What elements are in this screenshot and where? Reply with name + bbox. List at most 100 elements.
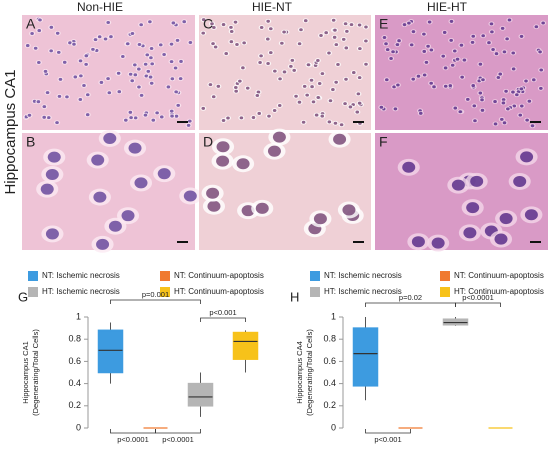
- cell-nucleus: [269, 27, 273, 31]
- cell-nucleus: [333, 121, 338, 125]
- legend-swatch: [28, 271, 38, 281]
- cell-nucleus: [85, 113, 90, 117]
- cell-nucleus: [38, 18, 42, 22]
- cell-nucleus: [364, 62, 368, 66]
- cell-nucleus: [539, 86, 543, 90]
- cell-nucleus: [379, 105, 384, 109]
- legend-swatch: [160, 271, 170, 281]
- cell-nucleus: [470, 40, 475, 44]
- cell-nucleus: [494, 233, 508, 245]
- p-value: p=0.02: [399, 293, 422, 302]
- cell-nucleus: [481, 34, 485, 38]
- cell-nucleus: [395, 43, 400, 47]
- cell-nucleus: [179, 59, 183, 63]
- cell-nucleus: [297, 42, 302, 46]
- cell-nucleus: [259, 54, 263, 58]
- cell-nucleus: [427, 20, 432, 24]
- cell-nucleus: [336, 62, 340, 66]
- cell-nucleus: [174, 114, 179, 118]
- p-value: p=0.001: [142, 290, 169, 299]
- cell-nucleus: [357, 101, 362, 105]
- cell-nucleus: [473, 119, 477, 123]
- cell-nucleus: [299, 28, 303, 32]
- legend-swatch: [440, 271, 450, 281]
- row-label: Hippocampus CA1: [2, 69, 19, 194]
- cell-nucleus: [174, 90, 178, 94]
- y-tick-label: 0: [76, 422, 81, 432]
- image-background: [22, 15, 195, 130]
- cell-nucleus: [303, 19, 308, 23]
- cell-nucleus: [155, 111, 159, 115]
- cell-nucleus: [331, 88, 335, 92]
- cell-nucleus: [133, 63, 137, 67]
- cell-nucleus: [151, 118, 156, 122]
- cell-nucleus: [463, 227, 477, 239]
- box: [187, 382, 214, 407]
- cell-nucleus: [221, 118, 226, 123]
- cell-nucleus: [96, 238, 110, 250]
- cell-nucleus: [73, 75, 78, 79]
- cell-nucleus: [85, 93, 90, 97]
- cell-nucleus: [409, 43, 414, 47]
- cell-nucleus: [343, 22, 348, 26]
- cell-nucleus: [310, 85, 314, 89]
- cell-nucleus: [208, 83, 213, 87]
- cell-nucleus: [317, 82, 322, 86]
- cell-nucleus: [349, 23, 354, 27]
- cell-nucleus: [201, 31, 206, 35]
- cell-nucleus: [210, 22, 214, 26]
- cell-nucleus: [186, 123, 191, 127]
- cell-nucleus: [411, 236, 425, 248]
- cell-nucleus: [538, 50, 542, 54]
- significance-bracket: [155, 429, 201, 434]
- y-tick-label: 0.6: [68, 356, 81, 366]
- cell-nucleus: [47, 151, 61, 163]
- significance-bracket: [110, 429, 156, 434]
- cell-nucleus: [159, 115, 164, 119]
- cell-nucleus: [460, 75, 464, 79]
- cell-nucleus: [224, 52, 229, 56]
- cell-nucleus: [429, 48, 434, 52]
- cell-nucleus: [241, 66, 245, 70]
- p-value: p<0.0001: [162, 435, 194, 444]
- cell-nucleus: [169, 60, 174, 64]
- cell-nucleus: [343, 102, 347, 106]
- cell-nucleus: [149, 46, 154, 51]
- cell-nucleus: [490, 30, 494, 34]
- cell-nucleus: [502, 50, 507, 54]
- cell-nucleus: [290, 58, 295, 62]
- cell-nucleus: [314, 113, 319, 117]
- cell-nucleus: [125, 42, 130, 46]
- cell-nucleus: [357, 76, 362, 80]
- legend-label: HT: Continuum-apoptosis: [174, 287, 264, 296]
- cell-nucleus: [459, 43, 464, 47]
- cell-nucleus: [269, 51, 273, 55]
- legend-swatch: [28, 287, 38, 297]
- cell-nucleus: [311, 100, 316, 104]
- cell-nucleus: [364, 39, 368, 43]
- cell-nucleus: [128, 72, 133, 76]
- cell-nucleus: [348, 105, 353, 109]
- cell-nucleus: [443, 84, 448, 88]
- cell-nucleus: [201, 106, 206, 110]
- panel-label: B: [26, 134, 35, 150]
- y-axis-label: Hippocampus CA4: [295, 341, 304, 404]
- cell-nucleus: [242, 41, 246, 45]
- legend-label: NT: Continuum-apoptosis: [454, 271, 544, 280]
- cell-nucleus: [498, 72, 503, 76]
- cell-nucleus: [539, 68, 544, 72]
- cell-nucleus: [449, 38, 453, 42]
- y-tick-label: 0.2: [68, 400, 81, 410]
- cell-nucleus: [513, 175, 527, 187]
- cell-nucleus: [176, 103, 180, 107]
- cell-nucleus: [422, 49, 427, 53]
- cell-nucleus: [265, 37, 270, 41]
- cell-nucleus: [251, 116, 256, 120]
- cell-nucleus: [221, 23, 226, 27]
- cell-nucleus: [396, 83, 400, 87]
- cell-nucleus: [502, 121, 507, 125]
- y-tick-label: 0.4: [323, 378, 336, 388]
- cell-nucleus: [233, 20, 238, 24]
- cell-nucleus: [272, 108, 277, 113]
